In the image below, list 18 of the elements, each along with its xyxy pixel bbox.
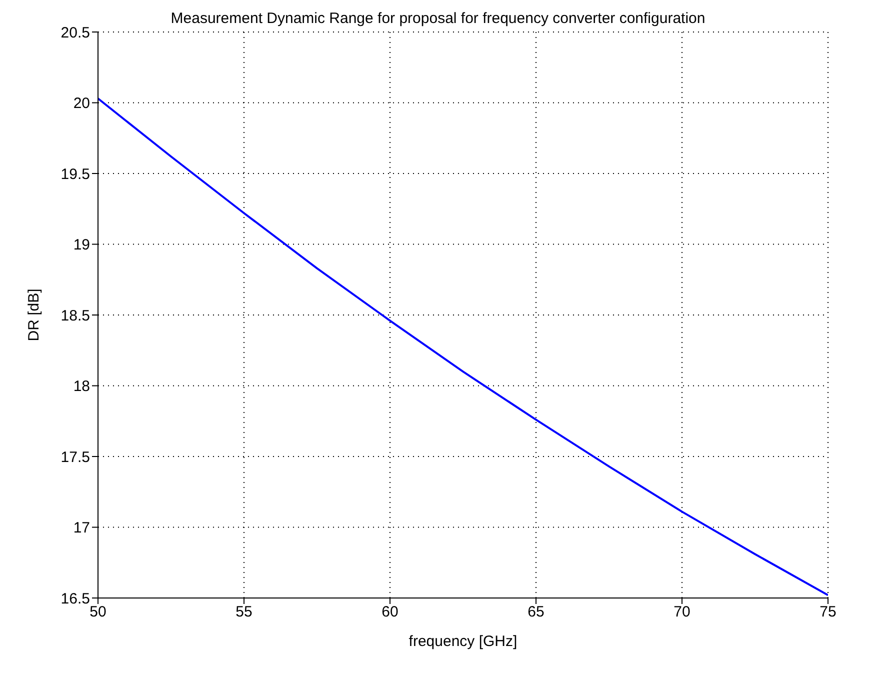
x-tick-label: 65 [528,604,544,621]
x-tick-label: 70 [674,604,690,621]
y-tick-label: 19 [73,236,90,254]
x-axis-title: frequency [GHz] [408,633,518,650]
y-tick-label: 20.5 [60,24,90,42]
x-tick-label: 55 [236,604,252,621]
x-tick-label: 50 [90,604,106,621]
y-tick-label: 17.5 [60,448,90,466]
chart-title: Measurement Dynamic Range for proposal for frequency converter configuration [170,10,706,27]
x-tick-label: 60 [382,604,398,621]
y-tick-label: 18.5 [60,307,90,324]
y-tick-label: 18 [73,378,90,396]
y-tick-label: 20 [73,95,90,112]
x-tick-label: 75 [820,604,836,621]
y-axis-title: DR [dB] [25,288,42,342]
y-tick-label: 17 [73,520,90,537]
y-tick-label: 16.5 [60,590,90,608]
y-tick-label: 19.5 [60,166,90,183]
